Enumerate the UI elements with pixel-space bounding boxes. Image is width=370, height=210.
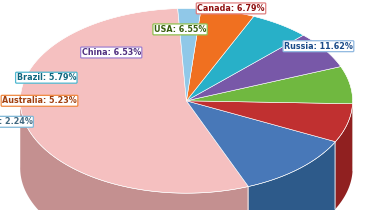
Polygon shape [186,9,254,101]
Polygon shape [186,101,353,142]
Text: Canada: 6.79%: Canada: 6.79% [197,4,265,13]
Polygon shape [20,98,248,210]
Text: USA: 6.55%: USA: 6.55% [154,25,206,34]
Text: China: 6.53%: China: 6.53% [82,48,141,57]
Text: Russia: 11.62%: Russia: 11.62% [284,42,353,51]
Polygon shape [178,8,201,101]
Polygon shape [186,101,336,186]
Polygon shape [186,35,341,101]
Polygon shape [186,16,303,101]
Text: : 2.24%: : 2.24% [0,117,33,126]
Text: Brazil: 5.79%: Brazil: 5.79% [17,73,76,82]
Polygon shape [186,67,353,104]
Polygon shape [336,104,353,209]
Polygon shape [248,142,336,210]
Text: Australia: 5.23%: Australia: 5.23% [2,96,77,105]
Polygon shape [20,9,248,193]
